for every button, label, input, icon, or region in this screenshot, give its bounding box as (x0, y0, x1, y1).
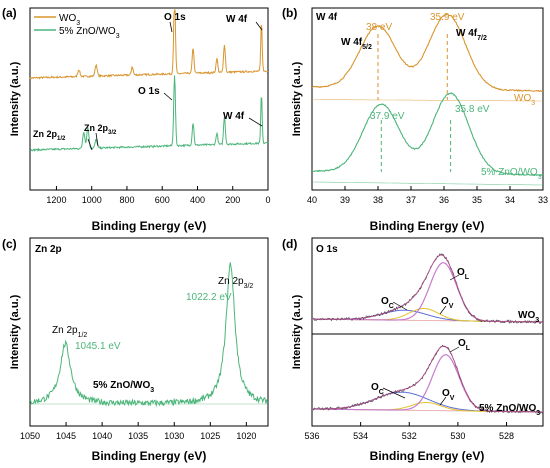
panel-c-title: Zn 2p (35, 244, 62, 255)
annot-d-ol-bottom-arrow (449, 346, 460, 353)
xtick-label-b-1: 39 (340, 195, 350, 205)
annot-d-ov-bottom-arrow (439, 396, 447, 406)
annot-a-w4f-top-arrow (255, 21, 263, 31)
panel-d-xlabel: Binding Energy (eV) (370, 449, 485, 463)
annot-a-o1s-bottom-arrow (163, 92, 173, 101)
xtick-label-b-7: 33 (538, 195, 548, 205)
xtick-label-c-3: 1035 (128, 431, 148, 441)
xtick-label-c-1: 1045 (56, 431, 76, 441)
annot-c-zn2p12: Zn 2p1/2 (52, 325, 87, 339)
annot-c-zn2p32: Zn 2p3/2 (218, 276, 253, 290)
annot-b-w4f72: W 4f7/2 (456, 28, 487, 42)
annot-d-ov-top-arrow (439, 305, 447, 315)
fit-sum-d-0 (312, 254, 543, 323)
annot-a-zn-arrow-1 (87, 138, 93, 151)
xtick-label-d-0: 536 (304, 431, 319, 441)
panel-c-xlabel: Binding Energy (eV) (92, 449, 207, 463)
series-a-1 (29, 75, 269, 153)
annot-c-peak-10222: 1022.2 eV (186, 292, 232, 303)
legend-zno-label: 5% ZnO/WO3 (59, 26, 120, 40)
series-b-1 (311, 92, 544, 176)
xtick-label-b-6: 34 (505, 195, 515, 205)
baseline-b-0 (312, 99, 543, 102)
xtick-label-a-4: 400 (190, 195, 205, 205)
panel-c-label: (c) (2, 237, 17, 251)
annot-c-sample: 5% ZnO/WO3 (93, 380, 154, 394)
xtick-label-c-0: 1050 (20, 431, 40, 441)
panel-d-ylabel: Intensity (a.u.) (291, 294, 303, 369)
annot-a-o1s-top: O 1s (164, 12, 186, 23)
xtick-label-a-0: 1200 (46, 195, 66, 205)
annot-a-zn2p12: Zn 2p1/2 (33, 129, 66, 142)
raw-d-0 (311, 253, 544, 325)
annot-d-wo3: WO3 (518, 310, 539, 324)
annot-d-oc-top-arrow (392, 301, 408, 311)
panel-b-xlabel: Binding Energy (eV) (370, 219, 485, 233)
xtick-label-d-1: 534 (353, 431, 368, 441)
xtick-label-a-2: 800 (119, 195, 134, 205)
panel-d-title: O 1s (316, 244, 338, 255)
xtick-label-b-4: 36 (439, 195, 449, 205)
annot-a-w4f-bottom-arrow (248, 117, 263, 127)
panel-a-frame (29, 7, 269, 191)
baseline-b-1 (312, 181, 543, 186)
series-b-0 (311, 13, 544, 93)
curves-layer (29, 9, 544, 414)
panel-a-label: (a) (2, 6, 17, 20)
annot-d-oc-bottom-arrow (382, 387, 406, 399)
panel-c-frame (29, 237, 269, 427)
xtick-label-a-1: 1000 (82, 195, 102, 205)
xtick-label-b-5: 35 (472, 195, 482, 205)
xtick-label-a-6: 0 (265, 195, 270, 205)
xtick-label-c-5: 1025 (200, 431, 220, 441)
annot-b-wo3: WO3 (514, 93, 535, 107)
annot-a-w4f-top: W 4f (226, 14, 248, 25)
annot-b-peak-38: 38 eV (366, 22, 392, 33)
annot-b-peak-359: 35.9 eV (430, 12, 465, 23)
annot-a-zn-arrow-2 (95, 132, 99, 147)
ticks-layer: 1200 1000 800 600 400 200 0 40 39 38 37 36 35 34 33 105… (20, 186, 548, 441)
fit-ol-d-0 (312, 262, 543, 323)
xtick-label-c-6: 1020 (236, 431, 256, 441)
annot-b-w4f52: W 4f5/2 (341, 37, 372, 51)
annot-b-peak-379: 37.9 eV (370, 111, 405, 122)
annot-d-ol-top-arrow (449, 274, 460, 281)
annot-d-ol-top: OL (457, 267, 470, 281)
annot-b-zno: 5% ZnO/WO3 (481, 167, 542, 181)
panel-b-frame (311, 7, 544, 191)
xtick-label-d-2: 532 (402, 431, 417, 441)
panel-a-ylabel: Intensity (a.u.) (9, 61, 21, 136)
xtick-label-b-3: 37 (406, 195, 416, 205)
annot-b-peak-358: 35.8 eV (455, 104, 490, 115)
annot-d-zno: 5% ZnO/WO3 (479, 403, 540, 417)
annot-c-peak-10451: 1045.1 eV (75, 341, 121, 352)
xtick-label-c-4: 1030 (164, 431, 184, 441)
xtick-label-a-5: 200 (225, 195, 240, 205)
panel-a-xlabel: Binding Energy (eV) (92, 219, 207, 233)
annot-d-oc-top: OC (381, 296, 394, 310)
panel-d-frame (311, 237, 544, 427)
annot-d-ov-top: OV (441, 296, 454, 310)
xtick-label-a-3: 600 (155, 195, 170, 205)
xtick-label-d-4: 528 (499, 431, 514, 441)
series-c (29, 262, 269, 408)
annot-d-ol-bottom: OL (458, 338, 471, 352)
panel-b-title: W 4f (316, 12, 338, 23)
fit-sum-d-1 (312, 345, 543, 413)
panel-b-label: (b) (282, 6, 297, 20)
legend-wo3-label: WO3 (59, 13, 80, 27)
annot-a-o1s-top-arrow (169, 21, 173, 33)
annot-d-oc-bottom: OC (371, 382, 384, 396)
panel-b-ylabel: Intensity (a.u.) (291, 61, 303, 136)
panel-c-ylabel: Intensity (a.u.) (9, 294, 21, 369)
xtick-label-b-2: 38 (373, 195, 383, 205)
annot-a-w4f-bottom: W 4f (223, 111, 245, 122)
xtick-label-b-0: 40 (307, 195, 317, 205)
annot-a-o1s-bottom: O 1s (138, 86, 160, 97)
xtick-label-c-2: 1040 (92, 431, 112, 441)
panel-d-label: (d) (282, 237, 297, 251)
series-a-0 (29, 9, 269, 80)
xtick-label-d-3: 530 (450, 431, 465, 441)
